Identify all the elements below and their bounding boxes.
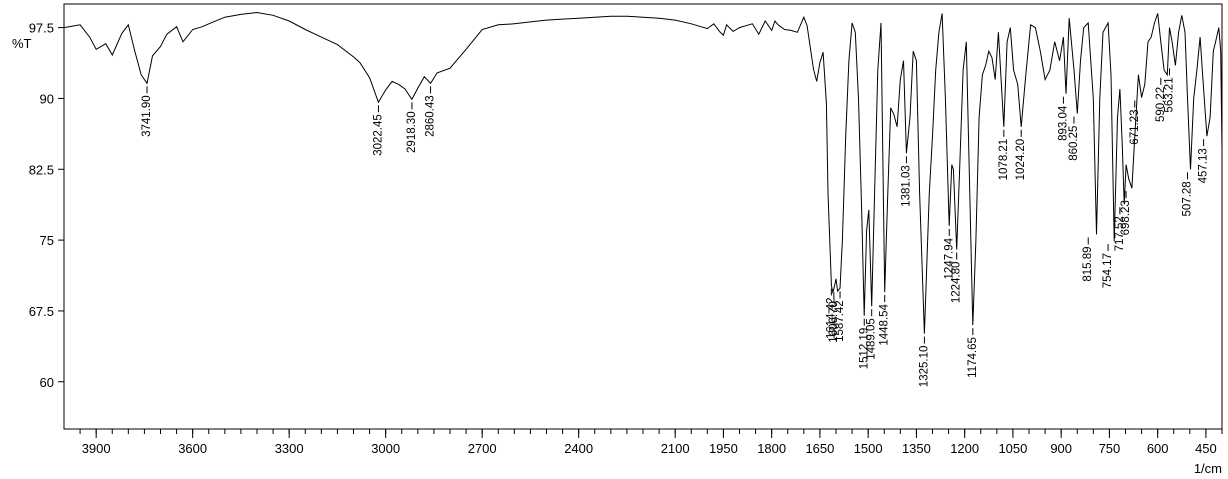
x-tick-label: 2700 [468, 441, 497, 456]
x-axis-unit-label: 1/cm [1194, 461, 1222, 476]
y-tick-label: 67.5 [29, 304, 54, 319]
peak-label: 671.23 [1129, 110, 1141, 145]
x-tick-label: 2100 [661, 441, 690, 456]
peak-label: 2918.30 [406, 111, 418, 153]
peak-labels: 3741.903022.452918.302860.431614.421606.… [141, 68, 1210, 387]
x-tick-label: 600 [1147, 441, 1169, 456]
peak-label: 754.17 [1102, 253, 1114, 288]
peak-label: 1174.65 [967, 337, 979, 378]
x-tick-label: 1950 [709, 441, 738, 456]
x-tick-label: 900 [1050, 441, 1072, 456]
y-tick-label: 90 [40, 91, 54, 106]
peak-label: 507.28 [1182, 181, 1194, 216]
y-axis: 97.5 90 82.5 75 67.5 60 [29, 21, 64, 390]
y-tick-label: 60 [40, 375, 54, 390]
x-tick-label: 450 [1195, 441, 1217, 456]
y-tick-label: 75 [40, 233, 54, 248]
peak-label: 1448.54 [879, 303, 891, 345]
peak-label: 3022.45 [372, 114, 384, 156]
peak-label: 815.89 [1082, 246, 1094, 281]
peak-label: 563.21 [1164, 77, 1176, 112]
y-tick-label: 97.5 [29, 21, 54, 36]
peak-label: 3741.90 [141, 95, 153, 137]
x-axis: 3900 3600 3300 3000 2700 2400 2100 1950 1800 1650… [80, 429, 1222, 456]
x-tick-label: 3900 [82, 441, 111, 456]
spectrum-line [64, 13, 1222, 334]
peak-label: 457.13 [1198, 148, 1210, 183]
x-tick-label: 1650 [805, 441, 834, 456]
peak-label: 698.23 [1120, 200, 1132, 235]
peak-label: 1024.20 [1015, 139, 1027, 181]
peak-label: 1381.03 [900, 165, 912, 207]
peak-label: 1325.10 [918, 346, 930, 388]
x-tick-label: 1200 [950, 441, 979, 456]
peak-label: 1224.80 [951, 262, 963, 304]
x-tick-label: 1500 [854, 441, 883, 456]
y-axis-label: %T [12, 36, 32, 51]
x-tick-label: 1350 [902, 441, 931, 456]
x-tick-label: 2400 [564, 441, 593, 456]
peak-label: 1489.05 [866, 318, 878, 360]
peak-label: 2860.43 [425, 95, 437, 137]
x-tick-label: 1800 [757, 441, 786, 456]
x-tick-label: 3300 [275, 441, 304, 456]
x-tick-label: 750 [1099, 441, 1121, 456]
y-tick-label: 82.5 [29, 162, 54, 177]
x-tick-label: 3600 [178, 441, 207, 456]
peak-label: 1587.42 [834, 300, 846, 342]
x-tick-label: 1050 [998, 441, 1027, 456]
plot-frame [64, 4, 1222, 429]
peak-label: 860.25 [1068, 126, 1080, 161]
peak-label: 1078.21 [998, 139, 1010, 181]
x-tick-label: 3000 [371, 441, 400, 456]
